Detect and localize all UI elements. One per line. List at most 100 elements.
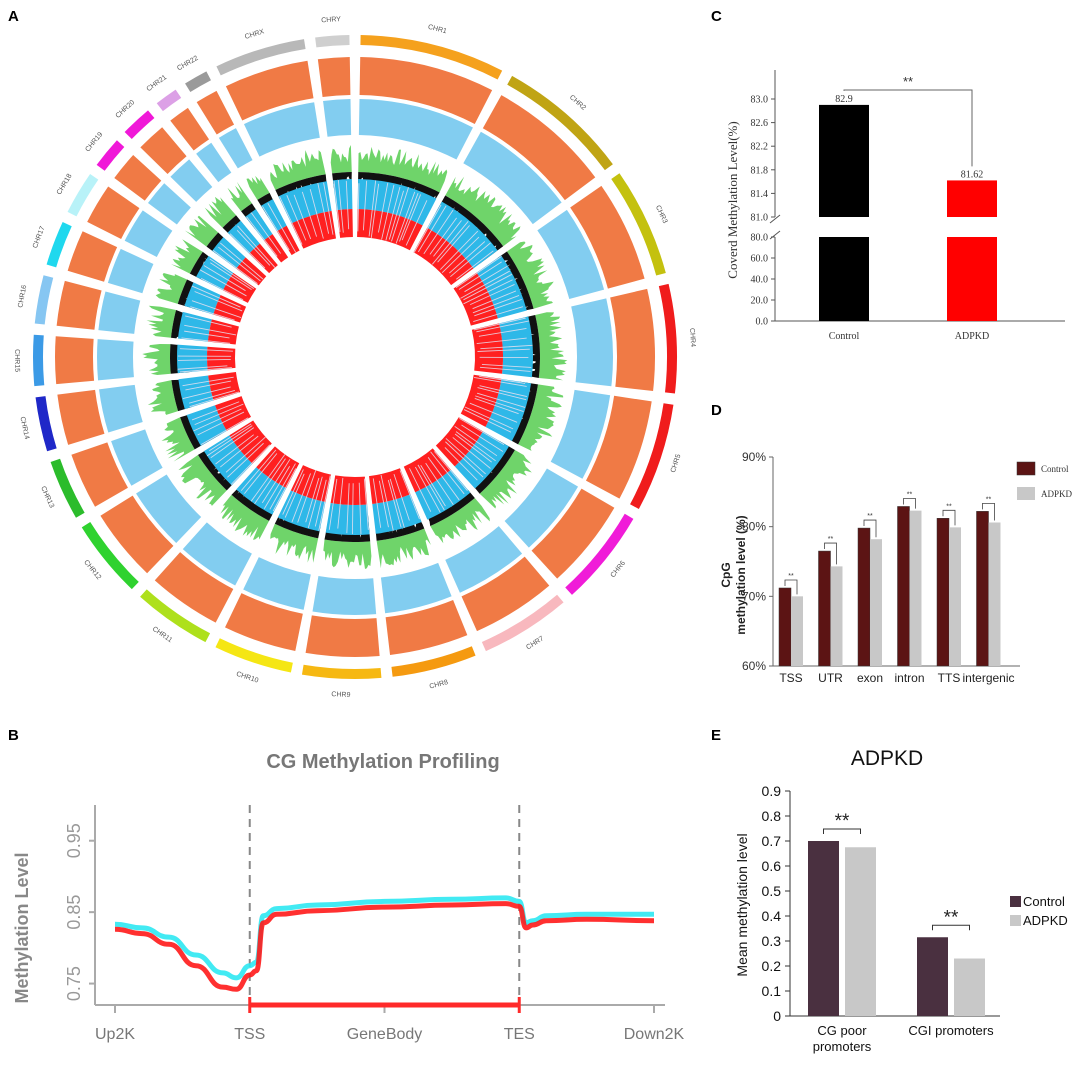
chart-c-ylabel: Coverd Methylation Level(%) bbox=[725, 121, 740, 278]
e-ytick-label: 0.2 bbox=[762, 958, 782, 974]
track-orange bbox=[305, 615, 380, 658]
b-ytick-label: 0.95 bbox=[64, 823, 84, 858]
ideogram-chr9 bbox=[301, 664, 382, 679]
track-black bbox=[222, 215, 258, 249]
track-red bbox=[236, 257, 267, 286]
track-green bbox=[161, 417, 195, 462]
panel-label-d: D bbox=[711, 402, 722, 419]
panel-label-c: C bbox=[711, 8, 722, 25]
e-category-label: CGI promoters bbox=[908, 1023, 994, 1038]
c-bar-upper-adpkd bbox=[947, 180, 997, 217]
c-ytick-label: 82.6 bbox=[751, 118, 769, 129]
track-stripes bbox=[409, 451, 468, 513]
chromosome-chr4: CHR4 bbox=[471, 283, 696, 394]
c-significance-label: ** bbox=[903, 74, 913, 89]
ideogram-chr4 bbox=[658, 283, 677, 394]
track-green bbox=[146, 305, 177, 338]
track-green bbox=[376, 528, 431, 569]
track-orange bbox=[100, 495, 174, 574]
chromosome-label-chr12: CHR12 bbox=[82, 559, 102, 581]
track-red bbox=[263, 234, 289, 263]
d-ytick-label: 90% bbox=[742, 450, 766, 464]
track-blue bbox=[107, 248, 154, 294]
track-blue bbox=[147, 183, 191, 225]
track-green bbox=[204, 196, 237, 228]
chart-d-ylabel-line1: CpG bbox=[719, 562, 733, 587]
chromosome-chr13: CHR13 bbox=[39, 396, 252, 518]
e-bar-adpkd-0 bbox=[845, 847, 876, 1016]
d-significance-label: ** bbox=[946, 503, 952, 510]
track-red bbox=[207, 319, 239, 345]
track-orange bbox=[54, 336, 95, 385]
d-significance-bracket bbox=[942, 509, 956, 526]
track-orange bbox=[482, 95, 596, 201]
track-blue bbox=[136, 474, 202, 544]
track-orange bbox=[196, 90, 235, 135]
track-cyan bbox=[476, 255, 527, 319]
track-stripes bbox=[463, 375, 528, 433]
track-green bbox=[518, 384, 564, 451]
c-ytick-label: 40.0 bbox=[751, 275, 769, 286]
track-stripes bbox=[473, 317, 533, 372]
e-bar-control-0 bbox=[808, 841, 839, 1016]
e-legend-label-adpkd: ADPKD bbox=[1023, 913, 1068, 928]
d-category-label: intergenic bbox=[962, 671, 1014, 685]
track-green bbox=[358, 146, 448, 193]
track-stripes bbox=[229, 225, 276, 269]
track-blue bbox=[170, 159, 213, 202]
b-xtick-label: TES bbox=[504, 1026, 535, 1043]
track-red bbox=[208, 372, 241, 401]
track-blue bbox=[99, 384, 143, 433]
e-significance-label: ** bbox=[944, 907, 959, 928]
track-orange bbox=[531, 488, 615, 579]
track-cyan bbox=[178, 375, 214, 410]
chromosome-chr11: CHR11 bbox=[140, 446, 300, 644]
c-ytick-label: 80.0 bbox=[751, 233, 769, 244]
track-orange bbox=[67, 231, 118, 282]
e-ytick-label: 0.6 bbox=[762, 858, 782, 874]
track-cyan bbox=[196, 255, 234, 291]
ideogram-chr20 bbox=[124, 110, 155, 140]
d-category-label: UTR bbox=[818, 671, 843, 685]
chromosome-label-chr22: CHR22 bbox=[176, 55, 200, 72]
track-orange bbox=[461, 556, 550, 632]
track-cyan bbox=[454, 431, 509, 489]
d-legend-swatch-adpkd bbox=[1017, 487, 1035, 500]
e-ytick-label: 0.3 bbox=[762, 933, 782, 949]
e-ytick-label: 0.1 bbox=[762, 983, 782, 999]
e-bar-control-1 bbox=[917, 937, 948, 1016]
circos-plot: CHR1 CHR2 CHR3 CHR4 CHR5 CHR6 CHR7 CHR8 CHR9 CHR1… bbox=[13, 16, 696, 699]
track-stripes bbox=[191, 401, 249, 445]
e-category-label: promoters bbox=[813, 1039, 872, 1054]
chromosome-label-chry: CHRY bbox=[321, 16, 341, 24]
ideogram-chr2 bbox=[507, 75, 613, 171]
panel-label-a: A bbox=[8, 8, 19, 25]
track-green bbox=[155, 272, 188, 304]
track-cyan bbox=[177, 311, 212, 342]
e-ytick-label: 0.7 bbox=[762, 833, 782, 849]
ideogram-chr5 bbox=[630, 403, 674, 509]
c-axis-break-mark bbox=[769, 230, 781, 240]
d-ytick-label: 80% bbox=[742, 520, 766, 534]
c-ytick-label: 60.0 bbox=[751, 254, 769, 265]
track-green bbox=[220, 494, 270, 540]
chromosome-chr18: CHR18 bbox=[56, 173, 257, 303]
ideogram-chr14 bbox=[35, 396, 57, 452]
chromosome-label-chr4: CHR4 bbox=[688, 328, 696, 348]
c-bar-lower-control bbox=[819, 237, 869, 321]
track-stripes bbox=[212, 242, 264, 284]
track-blue bbox=[96, 339, 134, 381]
e-legend: Control ADPKD bbox=[1010, 894, 1068, 928]
e-ytick-label: 0.9 bbox=[762, 783, 782, 799]
track-cyan bbox=[184, 282, 221, 315]
track-red bbox=[213, 294, 247, 323]
track-blue bbox=[111, 429, 163, 486]
chromosome-chr7: CHR7 bbox=[403, 448, 564, 651]
chromosome-chr5: CHR5 bbox=[460, 374, 683, 509]
chart-b-ylabel: Methylation Level bbox=[12, 852, 32, 1003]
track-orange bbox=[87, 186, 140, 239]
chromosome-chr10: CHR10 bbox=[215, 465, 332, 685]
chromosome-chr15: CHR15 bbox=[13, 334, 236, 387]
c-ytick-label: 83.0 bbox=[751, 95, 769, 106]
track-stripes bbox=[181, 315, 237, 344]
